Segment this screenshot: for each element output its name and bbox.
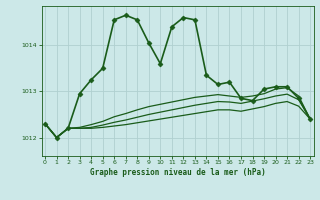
X-axis label: Graphe pression niveau de la mer (hPa): Graphe pression niveau de la mer (hPa) xyxy=(90,168,266,177)
